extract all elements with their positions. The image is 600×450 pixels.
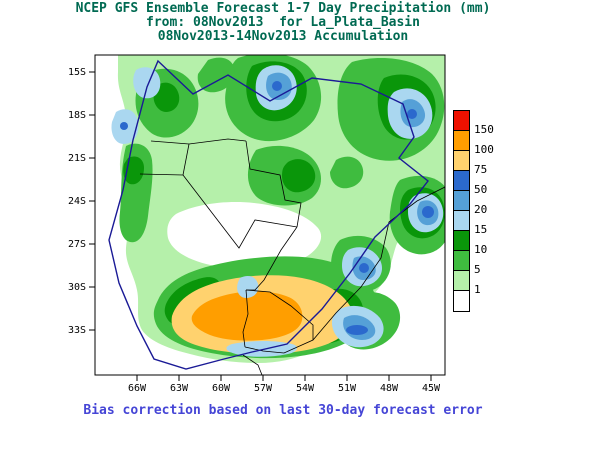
precip-blob (407, 109, 417, 119)
x-tick-label: 51W (338, 383, 357, 394)
bias-note: Bias correction based on last 30-day for… (83, 403, 483, 418)
y-tick-label: 15S (68, 67, 86, 78)
precip-blob (272, 81, 282, 91)
legend-swatch (454, 251, 469, 271)
y-axis-labels: 15S 18S 21S 24S 27S 30S 33S (68, 67, 86, 336)
legend-swatch (454, 231, 469, 251)
map-frame (94, 54, 446, 376)
legend-swatch (454, 211, 469, 231)
y-tick-label: 18S (68, 110, 86, 121)
legend-swatch (454, 291, 469, 311)
legend-swatch (454, 131, 469, 151)
precip-blob (237, 276, 259, 298)
border-line (246, 226, 298, 291)
precip-blob (359, 263, 369, 273)
legend-label: 1 (474, 283, 481, 296)
precip-blob (330, 156, 364, 189)
legend-swatch (454, 111, 469, 131)
precip-blob (120, 122, 128, 130)
y-tick-label: 21S (68, 153, 86, 164)
legend-label: 20 (474, 203, 488, 216)
legend-colorbar (453, 110, 470, 312)
legend-label: 100 (474, 143, 494, 156)
legend-label: 50 (474, 183, 488, 196)
map-shading (108, 55, 445, 375)
y-tick-label: 33S (68, 325, 86, 336)
precip-region-100-150mm (191, 291, 303, 341)
country-borders (139, 138, 445, 375)
title-line-3: 08Nov2013-14Nov2013 Accumulation (157, 29, 409, 44)
border-line (245, 289, 314, 340)
border-line (150, 138, 247, 145)
legend-swatch (454, 271, 469, 291)
x-tick-label: 66W (128, 383, 147, 394)
title-line-1: NCEP GFS Ensemble Forecast 1-7 Day Preci… (75, 1, 491, 16)
legend-swatch (454, 171, 469, 191)
border-line (242, 289, 249, 348)
legend-label: 75 (474, 163, 488, 176)
legend-label: 10 (474, 243, 488, 256)
color-legend: 150 100 75 50 20 15 10 5 1 (453, 110, 494, 312)
basin-outline-path (108, 59, 429, 370)
border-line (139, 173, 184, 176)
y-tick-label: 24S (68, 196, 86, 207)
legend-swatch (454, 191, 469, 211)
legend-swatch (454, 151, 469, 171)
x-axis-ticks (136, 375, 432, 381)
legend-label: 150 (474, 123, 494, 136)
y-tick-label: 27S (68, 239, 86, 250)
x-tick-label: 60W (212, 383, 231, 394)
precip-blob (133, 67, 161, 99)
legend-label: 5 (474, 263, 481, 276)
x-tick-label: 45W (422, 383, 441, 394)
border-line (182, 143, 298, 249)
precip-blob (346, 325, 368, 335)
border-line (245, 140, 302, 228)
x-tick-label: 54W (296, 383, 315, 394)
basin-boundary (108, 59, 429, 370)
precip-region-50-75mm (120, 81, 434, 335)
y-tick-label: 30S (68, 282, 86, 293)
x-tick-label: 63W (170, 383, 189, 394)
y-axis-ticks (89, 71, 95, 331)
precip-blob (282, 159, 316, 193)
precip-blob (191, 291, 303, 341)
legend-label: 15 (474, 223, 488, 236)
x-tick-label: 57W (254, 383, 273, 394)
title-block: NCEP GFS Ensemble Forecast 1-7 Day Preci… (0, 2, 566, 44)
precip-blob (422, 206, 434, 218)
x-tick-label: 48W (380, 383, 399, 394)
title-line-2: from: 08Nov2013 for La_Plata_Basin (146, 15, 420, 30)
x-axis-labels: 66W 63W 60W 57W 54W 51W 48W 45W (128, 383, 441, 394)
precip-blob (153, 82, 180, 112)
precip-blob (197, 57, 235, 93)
